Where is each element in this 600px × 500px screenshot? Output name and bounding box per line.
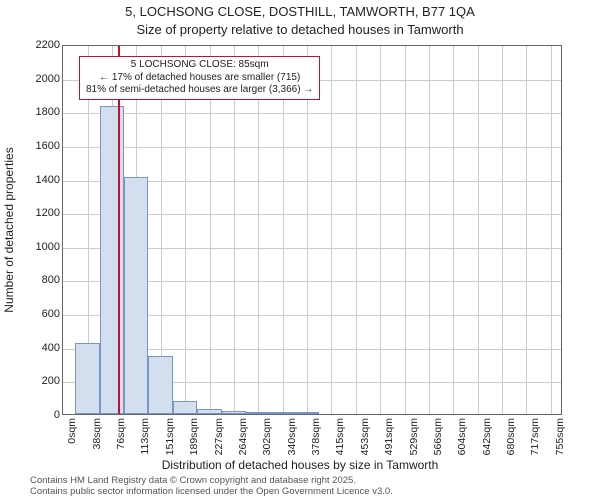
y-tick-label: 1800 — [10, 106, 60, 118]
y-tick-label: 1600 — [10, 140, 60, 152]
x-tick-label: 378sqm — [310, 418, 322, 455]
x-tick-label: 491sqm — [383, 418, 395, 455]
gridline-v — [185, 46, 186, 414]
gridline-v — [283, 46, 284, 414]
x-tick-label: 151sqm — [164, 418, 176, 455]
attribution-text: Contains HM Land Registry data © Crown c… — [30, 476, 393, 498]
histogram-bar — [148, 356, 173, 414]
histogram-bar — [197, 409, 222, 414]
gridline-v — [307, 46, 308, 414]
x-tick-label: 0sqm — [66, 418, 78, 444]
y-tick-label: 800 — [10, 274, 60, 286]
histogram-bar — [270, 412, 295, 414]
y-tick-label: 2200 — [10, 39, 60, 51]
gridline-h — [63, 147, 561, 148]
gridline-v — [526, 46, 527, 414]
annotation-box: 5 LOCHSONG CLOSE: 85sqm ← 17% of detache… — [79, 56, 320, 100]
x-tick-label: 680sqm — [505, 418, 517, 455]
gridline-v — [380, 46, 381, 414]
gridline-v — [478, 46, 479, 414]
y-tick-label: 1200 — [10, 207, 60, 219]
marker-line — [118, 46, 120, 414]
x-tick-label: 415sqm — [334, 418, 346, 455]
x-tick-label: 755sqm — [554, 418, 566, 455]
x-tick-label: 227sqm — [213, 418, 225, 455]
x-tick-label: 113sqm — [139, 418, 151, 455]
gridline-v — [453, 46, 454, 414]
chart-title-line2: Size of property relative to detached ho… — [0, 22, 600, 37]
histogram-bar — [124, 177, 148, 414]
x-tick-label: 302sqm — [261, 418, 273, 455]
gridline-v — [551, 46, 552, 414]
gridline-v — [210, 46, 211, 414]
gridline-h — [63, 113, 561, 114]
y-tick-label: 1400 — [10, 174, 60, 186]
x-tick-label: 717sqm — [529, 418, 541, 455]
chart-title-line1: 5, LOCHSONG CLOSE, DOSTHILL, TAMWORTH, B… — [0, 4, 600, 19]
histogram-bar — [173, 401, 198, 414]
histogram-bar — [246, 412, 271, 414]
x-tick-label: 76sqm — [115, 418, 127, 450]
histogram-bar — [295, 412, 320, 414]
y-tick-label: 1000 — [10, 241, 60, 253]
histogram-bar — [100, 106, 125, 414]
y-tick-label: 200 — [10, 375, 60, 387]
y-tick-label: 2000 — [10, 73, 60, 85]
x-tick-label: 453sqm — [359, 418, 371, 455]
gridline-v — [502, 46, 503, 414]
gridline-v — [405, 46, 406, 414]
x-tick-label: 189sqm — [188, 418, 200, 455]
x-tick-label: 340sqm — [286, 418, 298, 455]
y-axis-label: Number of detached properties — [2, 147, 16, 312]
x-tick-label: 38sqm — [91, 418, 103, 450]
x-tick-label: 264sqm — [237, 418, 249, 455]
x-tick-label: 566sqm — [432, 418, 444, 455]
gridline-v — [356, 46, 357, 414]
gridline-v — [429, 46, 430, 414]
annotation-line-3: 81% of semi-detached houses are larger (… — [86, 84, 313, 97]
y-tick-label: 600 — [10, 308, 60, 320]
plot-area: 5 LOCHSONG CLOSE: 85sqm ← 17% of detache… — [62, 45, 562, 415]
x-axis-label: Distribution of detached houses by size … — [0, 458, 600, 472]
histogram-bar — [222, 411, 246, 414]
gridline-v — [234, 46, 235, 414]
annotation-line-2: ← 17% of detached houses are smaller (71… — [86, 72, 313, 85]
histogram-chart: 5, LOCHSONG CLOSE, DOSTHILL, TAMWORTH, B… — [0, 0, 600, 500]
gridline-v — [331, 46, 332, 414]
y-tick-label: 0 — [10, 409, 60, 421]
x-tick-label: 604sqm — [456, 418, 468, 455]
x-tick-label: 642sqm — [481, 418, 493, 455]
annotation-line-1: 5 LOCHSONG CLOSE: 85sqm — [86, 59, 313, 72]
attribution-line-2: Contains public sector information licen… — [30, 487, 393, 498]
gridline-v — [258, 46, 259, 414]
x-tick-label: 529sqm — [408, 418, 420, 455]
histogram-bar — [75, 343, 100, 414]
y-tick-label: 400 — [10, 342, 60, 354]
